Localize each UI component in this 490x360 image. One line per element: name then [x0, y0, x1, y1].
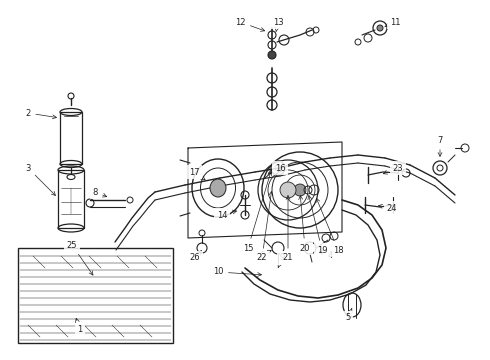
Text: 10: 10: [213, 267, 262, 276]
Circle shape: [268, 51, 276, 59]
Text: 8: 8: [92, 188, 107, 197]
Text: 3: 3: [25, 163, 55, 195]
Text: 4: 4: [319, 251, 333, 260]
Text: 11: 11: [385, 18, 400, 27]
Bar: [18, 248, 173, 343]
Text: 12: 12: [235, 18, 265, 31]
Text: 14: 14: [217, 210, 237, 220]
Circle shape: [280, 182, 296, 198]
Text: 2: 2: [25, 108, 56, 119]
Text: 15: 15: [243, 171, 272, 252]
Text: 25: 25: [67, 240, 93, 275]
Text: 6: 6: [259, 250, 271, 260]
Text: 1: 1: [75, 318, 83, 334]
Text: 18: 18: [316, 198, 343, 255]
Circle shape: [294, 184, 306, 196]
Text: 24: 24: [378, 203, 397, 212]
Text: 9: 9: [278, 253, 285, 267]
Text: 22: 22: [257, 192, 273, 262]
Text: 21: 21: [283, 195, 293, 262]
Text: 20: 20: [299, 195, 310, 252]
Text: 7: 7: [437, 135, 442, 157]
Text: 13: 13: [273, 18, 283, 32]
Text: 16: 16: [268, 163, 285, 174]
Text: 17: 17: [189, 167, 205, 180]
Bar: [60, 112, 82, 164]
Text: 23: 23: [383, 163, 403, 174]
Bar: [58, 170, 84, 228]
Ellipse shape: [210, 179, 226, 197]
Text: 5: 5: [345, 309, 352, 323]
Circle shape: [377, 25, 383, 31]
Text: 26: 26: [190, 251, 201, 262]
Text: 19: 19: [308, 195, 327, 255]
